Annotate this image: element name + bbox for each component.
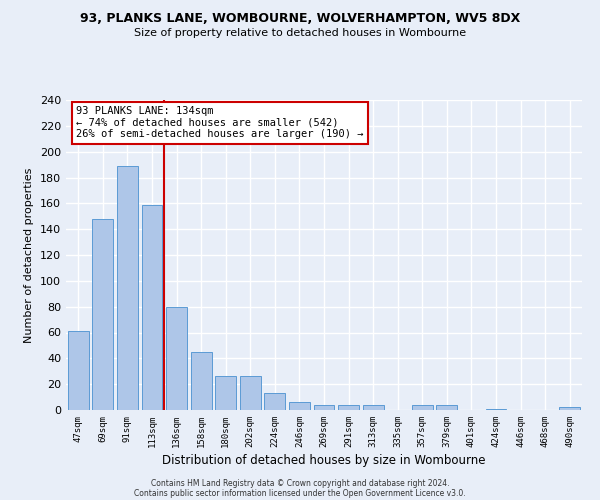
Y-axis label: Number of detached properties: Number of detached properties xyxy=(25,168,34,342)
Text: 93 PLANKS LANE: 134sqm
← 74% of detached houses are smaller (542)
26% of semi-de: 93 PLANKS LANE: 134sqm ← 74% of detached… xyxy=(76,106,364,140)
Text: Contains public sector information licensed under the Open Government Licence v3: Contains public sector information licen… xyxy=(134,488,466,498)
Text: Contains HM Land Registry data © Crown copyright and database right 2024.: Contains HM Land Registry data © Crown c… xyxy=(151,478,449,488)
Bar xyxy=(240,376,261,410)
Bar xyxy=(436,405,457,410)
Bar xyxy=(314,405,334,410)
X-axis label: Distribution of detached houses by size in Wombourne: Distribution of detached houses by size … xyxy=(162,454,486,467)
Bar xyxy=(92,219,113,410)
Bar xyxy=(142,204,163,410)
Bar xyxy=(215,376,236,410)
Bar xyxy=(265,393,286,410)
Bar xyxy=(485,408,506,410)
Bar xyxy=(412,405,433,410)
Text: 93, PLANKS LANE, WOMBOURNE, WOLVERHAMPTON, WV5 8DX: 93, PLANKS LANE, WOMBOURNE, WOLVERHAMPTO… xyxy=(80,12,520,26)
Bar xyxy=(338,405,359,410)
Bar xyxy=(166,306,187,410)
Text: Size of property relative to detached houses in Wombourne: Size of property relative to detached ho… xyxy=(134,28,466,38)
Bar xyxy=(559,408,580,410)
Bar xyxy=(117,166,138,410)
Bar xyxy=(191,352,212,410)
Bar xyxy=(68,331,89,410)
Bar xyxy=(289,402,310,410)
Bar xyxy=(362,405,383,410)
